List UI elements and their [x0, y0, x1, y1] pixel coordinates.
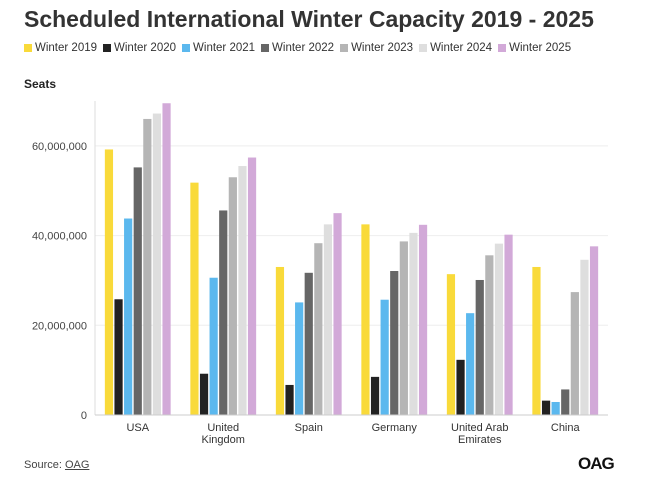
oag-logo: OAG: [578, 454, 615, 473]
legend: Winter 2019 Winter 2020 Winter 2021 Winter …: [24, 42, 577, 54]
x-tick-label: United: [207, 422, 239, 434]
bar: [361, 224, 370, 415]
bar: [456, 359, 465, 415]
legend-item: Winter 2024: [419, 42, 492, 54]
legend-swatch: [419, 44, 428, 52]
source-label: Source:: [24, 459, 65, 471]
bar: [541, 400, 551, 415]
y-tick-label: 60,000,000: [32, 141, 87, 153]
x-tick-label: Spain: [295, 422, 323, 434]
bar: [314, 243, 323, 415]
chart-title: Scheduled International Winter Capacity …: [24, 6, 594, 32]
bar: [323, 224, 333, 415]
bar: [589, 246, 599, 415]
legend-item: Winter 2019: [24, 42, 97, 54]
bar: [304, 272, 313, 415]
bar: [275, 266, 285, 415]
legend-item: Winter 2025: [498, 42, 571, 54]
legend-swatch: [261, 44, 270, 52]
bar: [494, 243, 504, 415]
legend-swatch: [498, 44, 507, 52]
y-tick-label: 20,000,000: [32, 320, 87, 332]
x-tick-label: China: [551, 422, 581, 434]
bar: [532, 266, 541, 415]
bar: [295, 302, 304, 415]
bar: [190, 182, 199, 415]
bar: [209, 277, 218, 415]
bar: [446, 274, 456, 415]
bar: [570, 292, 579, 415]
bar: [561, 389, 570, 415]
y-tick-label: 0: [81, 410, 87, 422]
bar: [409, 232, 418, 415]
legend-swatch: [182, 44, 191, 52]
bar: [219, 210, 228, 415]
y-axis-title: Seats: [24, 77, 56, 91]
bar: [152, 113, 162, 415]
y-tick-label: 40,000,000: [32, 231, 87, 243]
bar: [238, 166, 247, 415]
x-tick-label: Germany: [372, 422, 418, 434]
bar: [380, 299, 389, 415]
legend-label: Winter 2021: [193, 42, 256, 54]
legend-label: Winter 2019: [35, 42, 98, 54]
legend-label: Winter 2022: [272, 42, 335, 54]
bar: [133, 167, 142, 415]
bar: [504, 234, 513, 415]
x-tick-label: Emirates: [458, 434, 502, 446]
legend-label: Winter 2025: [509, 42, 572, 54]
bar: [418, 224, 428, 415]
bar: [162, 103, 171, 415]
bar: [143, 118, 152, 415]
bar: [475, 279, 484, 415]
legend-item: Winter 2022: [261, 42, 334, 54]
bar: [199, 373, 209, 415]
legend-swatch: [103, 44, 112, 52]
x-tick-label: Kingdom: [202, 434, 245, 446]
source-link[interactable]: OAG: [64, 459, 90, 471]
bar: [114, 299, 123, 415]
bar: [104, 149, 114, 415]
legend-label: Winter 2020: [114, 42, 177, 54]
source-note: Source: OAG: [24, 459, 89, 471]
legend-swatch: [24, 44, 32, 52]
bar: [551, 401, 560, 415]
bar: [485, 255, 494, 415]
bar: [390, 271, 399, 415]
x-tick-label: USA: [126, 422, 149, 434]
legend-item: Winter 2023: [340, 42, 413, 54]
bar: [247, 157, 257, 415]
bar: [285, 384, 294, 415]
legend-swatch: [340, 44, 349, 52]
bar: [466, 313, 475, 415]
bar: [228, 177, 237, 415]
x-tick-label: United Arab: [451, 422, 508, 434]
legend-item: Winter 2021: [182, 42, 255, 54]
bar: [370, 376, 380, 415]
bar: [580, 259, 589, 415]
bar: [333, 213, 342, 415]
legend-item: Winter 2020: [103, 42, 176, 54]
legend-label: Winter 2023: [351, 42, 414, 54]
bar: [399, 241, 408, 415]
legend-label: Winter 2024: [430, 42, 493, 54]
bar: [124, 218, 133, 415]
bar-chart: Seats 0 20,000,000 40,000,000 60,000,000 USA U…: [24, 77, 608, 446]
